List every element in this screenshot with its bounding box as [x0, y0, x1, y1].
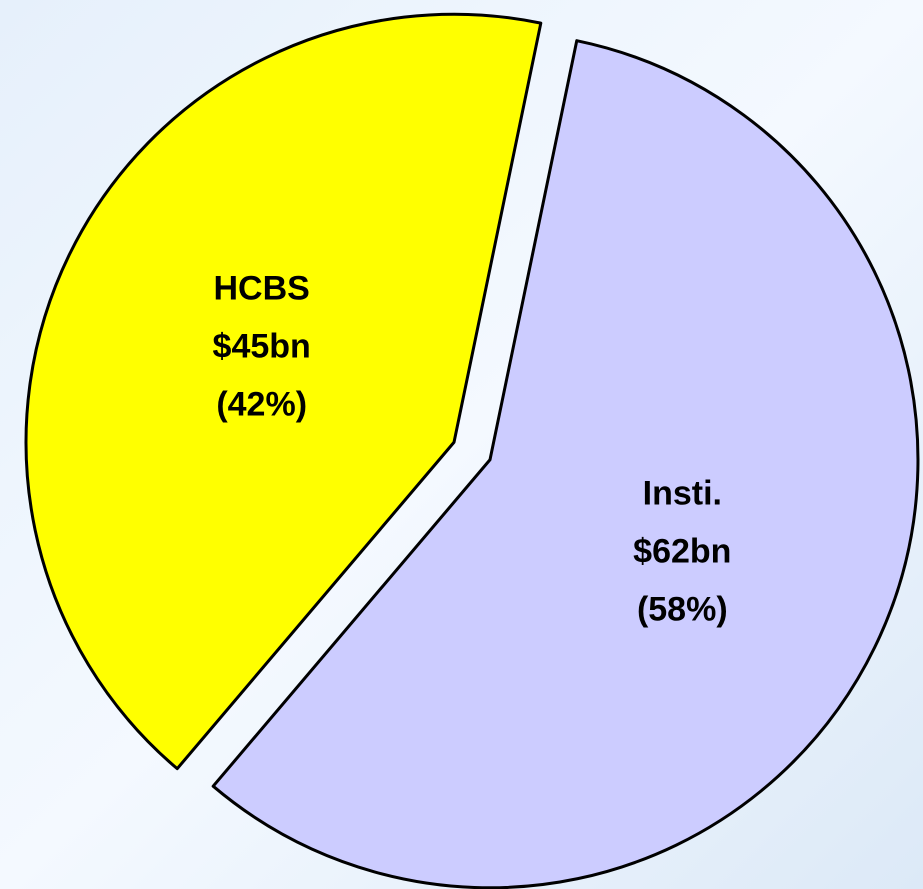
pie-slice: [211, 39, 920, 889]
slice-value-label: $62bn: [633, 533, 731, 571]
pie-slice: [24, 12, 543, 771]
slice-value-label: $45bn: [213, 327, 311, 365]
slice-category-label: HCBS: [214, 269, 310, 307]
slice-percent-label: (42%): [216, 385, 307, 423]
slice-category-label: Insti.: [643, 475, 722, 513]
slice-percent-label: (58%): [637, 591, 728, 629]
